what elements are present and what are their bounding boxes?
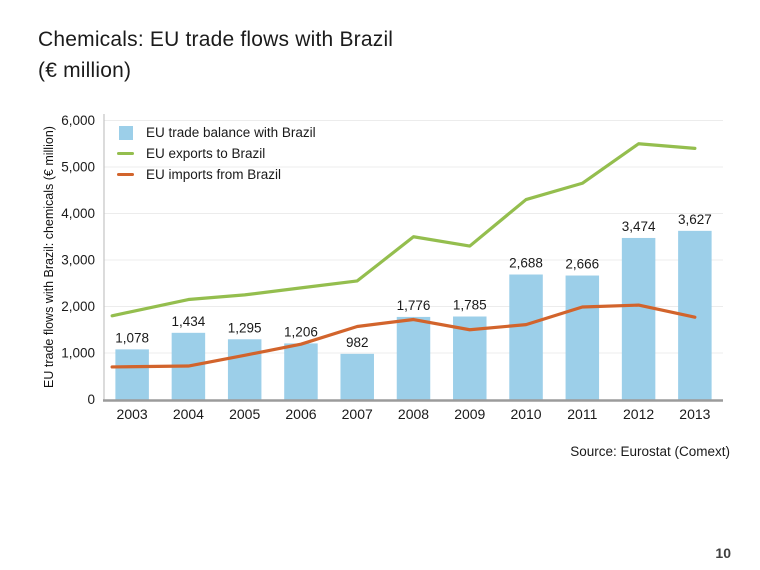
page-title: Chemicals: EU trade flows with Brazil (€… bbox=[38, 24, 393, 86]
imports-line bbox=[110, 303, 697, 369]
bar-2012 bbox=[621, 237, 656, 400]
legend-item-imports: EU imports from Brazil bbox=[117, 164, 316, 185]
trade-balance-swatch-icon bbox=[118, 125, 133, 140]
x-axis-label: 2013 bbox=[679, 406, 710, 422]
y-axis-title: EU trade flows with Brazil: chemicals (€… bbox=[42, 126, 56, 388]
x-axis-label: 2012 bbox=[623, 406, 654, 422]
imports-line-swatch-icon bbox=[117, 172, 134, 177]
bar-2005 bbox=[227, 339, 262, 400]
legend-item-trade-balance: EU trade balance with Brazil bbox=[117, 122, 316, 143]
bar-value-label: 982 bbox=[346, 335, 369, 350]
legend-label: EU exports to Brazil bbox=[146, 146, 266, 161]
legend-swatch-box bbox=[117, 151, 134, 156]
bar-2013 bbox=[678, 230, 712, 400]
y-tick-label: 0 bbox=[87, 392, 95, 407]
x-axis-label: 2004 bbox=[173, 406, 204, 422]
x-axis-label: 2005 bbox=[229, 406, 260, 422]
chart-legend: EU trade balance with Brazil EU exports … bbox=[117, 122, 316, 185]
legend-item-exports: EU exports to Brazil bbox=[117, 143, 316, 164]
bar-value-label: 3,627 bbox=[678, 212, 712, 227]
bar-2003 bbox=[115, 349, 149, 400]
bar-value-label: 1,785 bbox=[453, 297, 487, 312]
x-axis-label: 2008 bbox=[398, 406, 429, 422]
page-title-line2: (€ million) bbox=[38, 59, 132, 82]
bar-value-label: 2,666 bbox=[565, 257, 599, 272]
legend-label: EU imports from Brazil bbox=[146, 167, 282, 182]
y-tick-label: 6,000 bbox=[61, 113, 95, 128]
bar-value-label: 1,434 bbox=[172, 314, 206, 329]
bar-value-label: 1,206 bbox=[284, 324, 318, 339]
x-axis-label: 2009 bbox=[454, 406, 485, 422]
y-tick-label: 1,000 bbox=[61, 346, 95, 361]
x-axis-label: 2011 bbox=[567, 406, 597, 422]
page-title-line1: Chemicals: EU trade flows with Brazil bbox=[38, 28, 394, 51]
bar-value-label: 2,688 bbox=[509, 256, 543, 271]
y-tick-label: 4,000 bbox=[61, 206, 95, 221]
page-number: 10 bbox=[715, 545, 731, 561]
bar-2008 bbox=[396, 316, 431, 400]
y-tick-label: 2,000 bbox=[61, 299, 95, 314]
y-tick-label: 5,000 bbox=[61, 160, 95, 175]
bar-2010 bbox=[509, 274, 543, 400]
bar-2006 bbox=[284, 343, 318, 400]
legend-label: EU trade balance with Brazil bbox=[146, 125, 316, 140]
y-tick-label: 3,000 bbox=[61, 253, 95, 268]
legend-swatch-box bbox=[117, 125, 134, 140]
bar-2011 bbox=[565, 275, 600, 400]
bar-value-label: 1,078 bbox=[115, 330, 149, 345]
bar-2009 bbox=[453, 316, 487, 400]
bar-value-label: 1,295 bbox=[228, 320, 262, 335]
x-axis-label: 2003 bbox=[117, 406, 148, 422]
exports-line-swatch-icon bbox=[117, 151, 134, 156]
source-note: Source: Eurostat (Comext) bbox=[570, 444, 730, 459]
x-axis-label: 2007 bbox=[342, 406, 373, 422]
bar-2004 bbox=[171, 332, 206, 400]
bar-value-label: 1,776 bbox=[397, 298, 431, 313]
legend-swatch-box bbox=[117, 172, 134, 177]
x-axis-label: 2010 bbox=[510, 406, 541, 422]
x-axis-label: 2006 bbox=[285, 406, 316, 422]
bar-2007 bbox=[340, 353, 374, 400]
bar-value-label: 3,474 bbox=[622, 219, 656, 234]
